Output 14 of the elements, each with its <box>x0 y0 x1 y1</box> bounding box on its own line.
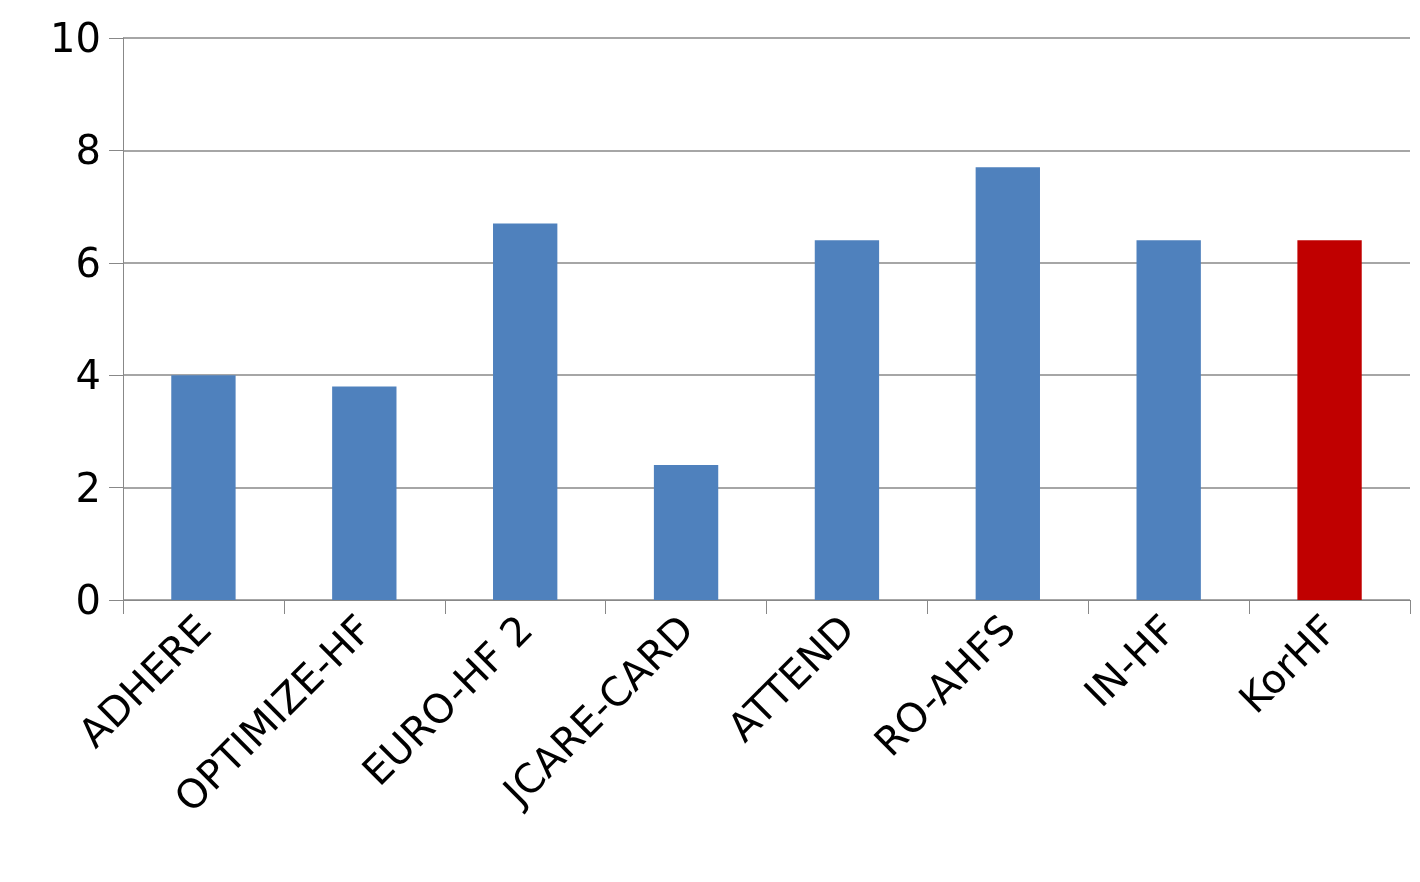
bar <box>653 465 719 600</box>
bar <box>1136 240 1201 600</box>
bar <box>493 223 558 600</box>
bar <box>171 375 236 600</box>
y-tick-label: 4 <box>75 352 101 399</box>
bar <box>975 167 1040 600</box>
y-tick-label: 6 <box>75 239 101 286</box>
bar <box>1297 240 1362 600</box>
bar <box>814 240 880 600</box>
y-tick-label: 2 <box>75 464 101 511</box>
y-tick-label: 10 <box>50 15 101 61</box>
y-tick-label: 0 <box>75 577 101 623</box>
y-tick-label: 8 <box>75 127 101 174</box>
bar <box>332 386 397 600</box>
